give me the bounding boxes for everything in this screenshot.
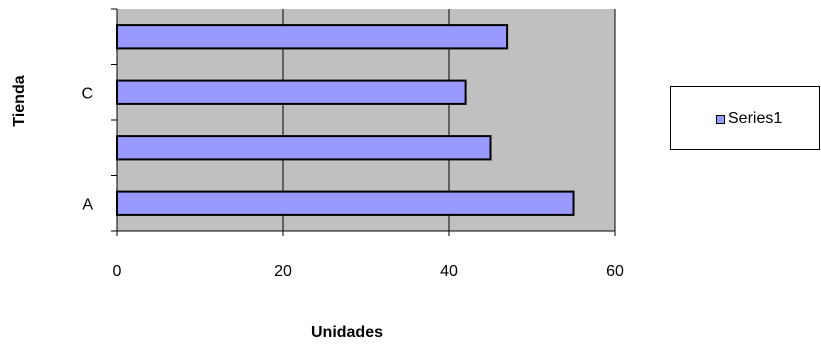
legend-item-series1: Series1 <box>716 111 782 127</box>
bar-c <box>116 79 467 105</box>
axes: 0 20 40 60 A C <box>81 8 624 280</box>
x-tick-label: 0 <box>113 263 122 280</box>
bar-d <box>116 24 509 50</box>
bar-b <box>116 135 492 161</box>
x-tick-label: 40 <box>440 263 458 280</box>
legend: Series1 <box>670 86 820 150</box>
y-tick-label-a: A <box>82 196 93 213</box>
x-axis-title: Unidades <box>311 324 383 341</box>
y-axis-title: Tienda <box>11 75 28 126</box>
x-tick-label: 20 <box>274 263 292 280</box>
legend-label: Series1 <box>728 110 783 127</box>
bar-a <box>116 190 575 216</box>
y-tick-label-c: C <box>81 85 93 102</box>
x-tick-label: 60 <box>606 263 624 280</box>
legend-swatch <box>716 114 725 124</box>
